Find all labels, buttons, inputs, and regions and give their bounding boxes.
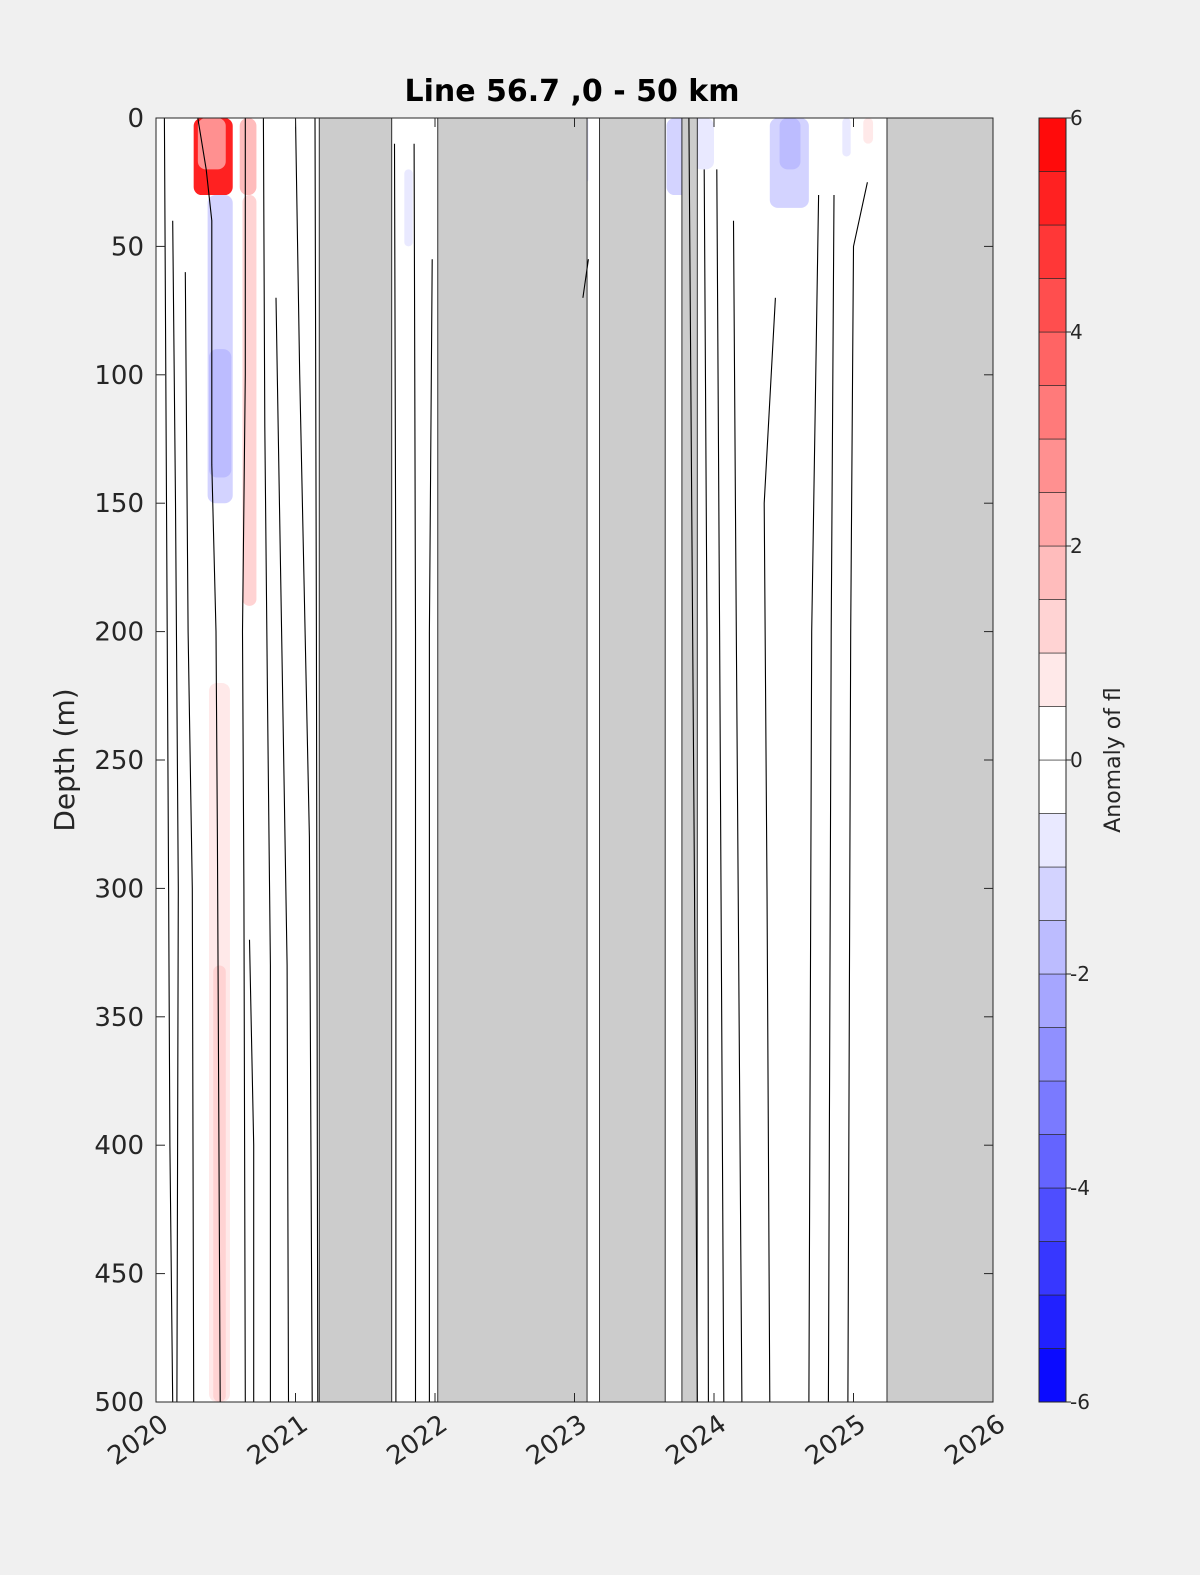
anomaly-patch [239, 118, 257, 196]
zero-contour [413, 143, 417, 1402]
y-tick-label: 150 [94, 489, 144, 519]
colorbar-tick-label: 4 [1070, 320, 1083, 344]
colorbar-level [1038, 1080, 1067, 1135]
anomaly-patch [693, 118, 714, 170]
colorbar: 6 4 2 0 -2 -4 -6 [1038, 106, 1090, 1414]
colorbar-level [1038, 920, 1067, 975]
zero-contour [716, 169, 725, 1403]
colorbar-level [1038, 1134, 1067, 1189]
colorbar-ticks: 6 4 2 0 -2 -4 -6 [1066, 106, 1090, 1414]
zero-contour [703, 169, 709, 1403]
colorbar-tick-label: 2 [1070, 534, 1083, 558]
colorbar-level [1038, 224, 1067, 279]
zero-contour [197, 117, 221, 1403]
x-tick-label: 2020 [103, 1409, 174, 1472]
x-tick-label: 2022 [382, 1409, 453, 1472]
zero-contour [763, 297, 776, 1403]
zero-contour [393, 143, 397, 1402]
y-tick-label: 350 [94, 1003, 144, 1033]
x-tick-label: 2023 [521, 1409, 592, 1472]
colorbar-tick-label: -4 [1070, 1176, 1090, 1200]
colorbar-level [1038, 813, 1067, 868]
zero-contour [163, 117, 174, 1403]
anomaly-patch [863, 118, 874, 144]
zero-contour [582, 259, 589, 298]
no-data-region [318, 117, 393, 1403]
colorbar-level [1038, 1027, 1067, 1082]
y-axis-label: Depth (m) [48, 688, 81, 831]
anomaly-patch [209, 349, 232, 478]
colorbar-levels [1038, 117, 1067, 1403]
zero-contour [827, 194, 835, 1403]
y-tick-label: 300 [94, 874, 144, 904]
x-tick-label: 2021 [242, 1409, 313, 1472]
colorbar-label: Anomaly of fl [1101, 687, 1126, 833]
no-data-region [599, 117, 666, 1403]
zero-contours [163, 117, 868, 1403]
plot-area [155, 117, 994, 1403]
anomaly-patch [242, 195, 257, 606]
chart-title: Line 56.7 ,0 - 50 km [404, 74, 739, 109]
y-tick-label: 0 [127, 104, 144, 134]
colorbar-level [1038, 1241, 1067, 1296]
zero-contour [184, 272, 195, 1403]
zero-contour [428, 259, 433, 1402]
colorbar-tick-label: -2 [1070, 962, 1090, 986]
no-data-regions [318, 117, 994, 1403]
colorbar-level [1038, 759, 1067, 814]
x-tick-label: 2026 [940, 1409, 1011, 1472]
anomaly-patch [404, 169, 413, 247]
colorbar-tick-label: 6 [1070, 106, 1083, 130]
y-tick-label: 50 [111, 232, 144, 262]
colorbar-level [1038, 1348, 1067, 1403]
anomaly-patch [842, 118, 851, 157]
no-data-region [437, 117, 588, 1403]
anomaly-patch [779, 118, 801, 170]
y-axis: 0 50 100 150 200 250 300 350 400 450 500 [94, 104, 993, 1418]
colorbar-level [1038, 706, 1067, 761]
colorbar-level [1038, 599, 1067, 654]
y-tick-label: 400 [94, 1131, 144, 1161]
y-tick-label: 100 [94, 361, 144, 391]
zero-contour [808, 194, 820, 1403]
colorbar-level [1038, 492, 1067, 547]
y-tick-label: 500 [94, 1388, 144, 1418]
zero-contour [688, 117, 698, 1403]
colorbar-level [1038, 1294, 1067, 1349]
no-data-region [681, 117, 698, 1403]
zero-contour [294, 117, 313, 1403]
y-tick-label: 250 [94, 746, 144, 776]
colorbar-level [1038, 652, 1067, 707]
no-data-region [886, 117, 994, 1403]
x-tick-label: 2025 [800, 1409, 871, 1472]
colorbar-level [1038, 278, 1067, 333]
colorbar-level [1038, 1187, 1067, 1242]
colorbar-tick-label: 0 [1070, 748, 1083, 772]
colorbar-level [1038, 171, 1067, 226]
colorbar-level [1038, 973, 1067, 1028]
zero-contour [732, 220, 743, 1403]
colorbar-level [1038, 438, 1067, 493]
y-tick-label: 200 [94, 618, 144, 648]
colorbar-level [1038, 331, 1067, 386]
zero-contour [241, 118, 246, 1403]
zero-contour [248, 939, 255, 1402]
zero-contour [262, 117, 271, 1402]
zero-contour [172, 220, 179, 1403]
colorbar-level [1038, 117, 1067, 172]
y-tick-label: 450 [94, 1260, 144, 1290]
zero-contour [847, 182, 868, 1403]
zero-contour [314, 117, 319, 1403]
colorbar-level [1038, 545, 1067, 600]
zero-contour [275, 297, 290, 1403]
anomaly-patches [193, 118, 874, 1402]
colorbar-level [1038, 866, 1067, 921]
colorbar-level [1038, 385, 1067, 440]
anomaly-patch [197, 118, 226, 170]
x-tick-label: 2024 [661, 1409, 732, 1472]
colorbar-tick-label: -6 [1070, 1390, 1090, 1414]
